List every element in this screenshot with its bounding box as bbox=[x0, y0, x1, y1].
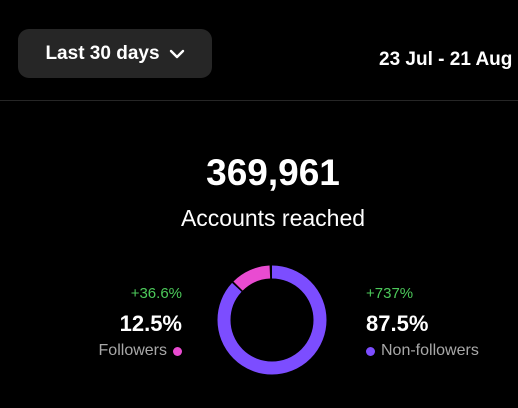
non-followers-change: +737% bbox=[366, 285, 414, 302]
followers-legend-label: Followers bbox=[98, 342, 167, 359]
followers-change: +36.6% bbox=[130, 285, 182, 302]
date-range-text: 23 Jul - 21 Aug bbox=[379, 49, 513, 70]
non-followers-dot-icon bbox=[366, 346, 375, 356]
date-range-dropdown[interactable]: Last 30 days bbox=[18, 29, 212, 78]
followers-legend: Followers bbox=[99, 342, 182, 360]
followers-dot-icon bbox=[173, 346, 182, 356]
accounts-reached-count: 369,961 bbox=[206, 152, 340, 193]
chevron-down-icon bbox=[169, 49, 184, 58]
followers-percent: 12.5% bbox=[119, 311, 182, 336]
donut-segment-followers bbox=[217, 265, 327, 375]
non-followers-legend: Non-followers bbox=[366, 342, 479, 360]
date-range-dropdown-label: Last 30 days bbox=[45, 42, 160, 64]
non-followers-percent: 87.5% bbox=[366, 311, 429, 336]
audience-donut-chart bbox=[217, 265, 327, 375]
divider bbox=[0, 100, 518, 101]
donut-segment-non-followers bbox=[217, 265, 327, 375]
non-followers-legend-label: Non-followers bbox=[381, 342, 479, 359]
accounts-reached-label: Accounts reached bbox=[180, 205, 366, 231]
